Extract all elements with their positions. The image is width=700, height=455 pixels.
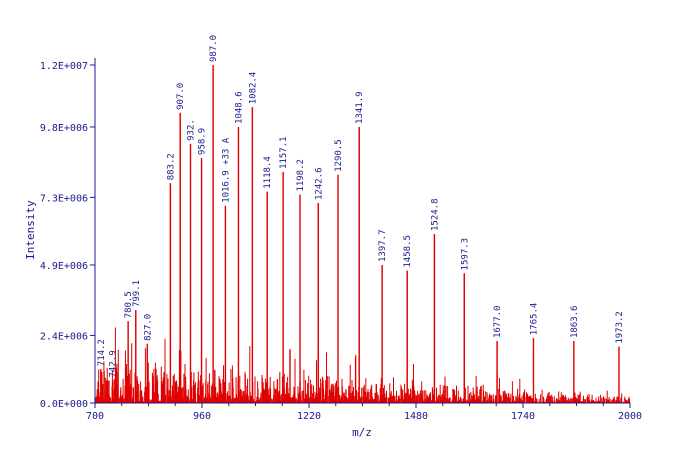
peak-label: 1677.0 <box>493 306 503 339</box>
spectrum-trace <box>94 65 631 403</box>
peak-label: 958.9 <box>198 128 208 155</box>
y-axis-title: Intensity <box>24 200 37 260</box>
y-tick-label: 0.0E+000 <box>40 399 88 410</box>
peak-label: 714.2 <box>97 339 107 366</box>
peak-label: 1082.4 <box>248 72 258 105</box>
peak-label: 907.0 <box>176 83 186 110</box>
peak-label: 1863.6 <box>570 306 580 339</box>
peak-label: 1157.1 <box>279 137 289 170</box>
peak-label: 1397.7 <box>378 229 388 262</box>
peak-label: 1198.2 <box>296 159 306 192</box>
x-tick-label: 1220 <box>297 411 321 422</box>
y-tick-label: 7.3E+006 <box>40 193 88 204</box>
x-axis-ticks: 700 960 1220 1480 1740 2000 <box>86 403 642 422</box>
y-axis-ticks: 0.0E+000 2.4E+006 4.9E+006 7.3E+006 9.8E+006… <box>40 61 95 410</box>
peak-label: 883.2 <box>166 153 176 180</box>
y-tick-label: 1.2E+007 <box>40 61 88 72</box>
peak-label: 1290.5 <box>334 139 344 172</box>
y-tick-label: 9.8E+006 <box>40 123 88 134</box>
peak-label: 799.1 <box>132 280 142 307</box>
x-axis-title: m/z <box>352 426 372 439</box>
y-tick-label: 4.9E+006 <box>40 261 88 272</box>
peak-label: 1765.4 <box>529 303 539 336</box>
peak-label: 742.9 <box>109 350 119 377</box>
x-tick-label: 960 <box>193 411 211 422</box>
peak-label: 1458.5 <box>403 235 413 268</box>
peak-label: 1118.4 <box>263 156 273 189</box>
peak-label: 1341.9 <box>355 91 365 124</box>
peak-label: 1597.3 <box>460 238 470 271</box>
peak-label: 932. <box>186 119 196 141</box>
peak-label: 1973.2 <box>615 311 625 344</box>
peak-label: 1524.8 <box>430 198 440 231</box>
x-tick-label: 2000 <box>618 411 642 422</box>
y-tick-label: 2.4E+006 <box>40 331 88 342</box>
peak-label: 780.5 <box>124 291 134 318</box>
peak-label: 1048.6 <box>234 91 244 124</box>
peak-label: 827.0 <box>143 314 153 341</box>
peak-label: 1016.9 +33 A <box>221 137 231 203</box>
x-tick-label: 1480 <box>404 411 428 422</box>
x-tick-label: 700 <box>86 411 104 422</box>
peak-label: 1242.6 <box>314 168 324 201</box>
x-tick-label: 1740 <box>511 411 535 422</box>
peak-label: 987.0 <box>209 35 219 62</box>
